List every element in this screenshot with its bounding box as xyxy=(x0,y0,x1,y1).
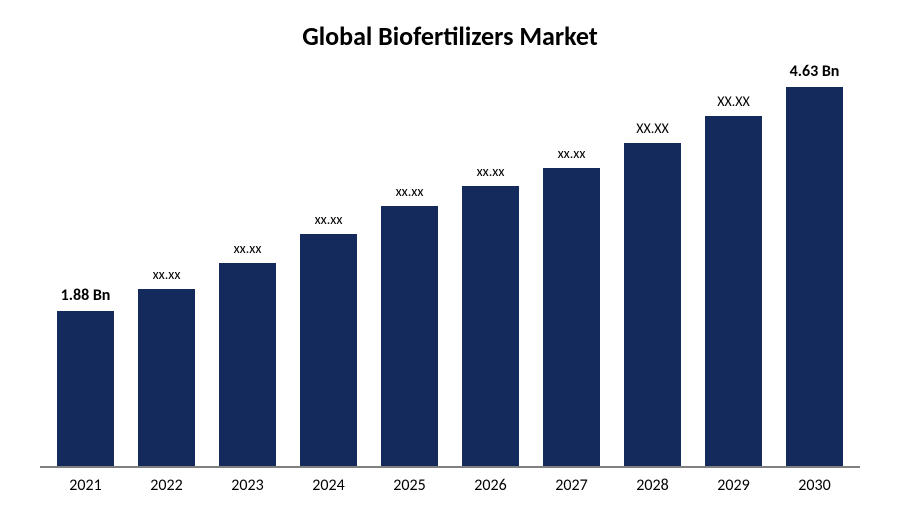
bar xyxy=(381,206,438,466)
x-axis-label: 2023 xyxy=(207,476,288,495)
bar xyxy=(786,87,843,466)
bar xyxy=(300,234,357,467)
chart-title: Global Biofertilizers Market xyxy=(40,20,860,52)
plot-area: 1.88 Bn xx.xx xx.xx xx.xx xx.xx xx.xx xx.xx XX.… xyxy=(40,62,860,468)
x-axis-label: 2022 xyxy=(126,476,207,495)
x-axis-label: 2027 xyxy=(531,476,612,495)
bar-value-label: xx.xx xyxy=(558,145,586,162)
bar-value-label: XX.XX xyxy=(717,93,750,110)
bar-group: XX.XX xyxy=(612,62,693,466)
bar-value-label: 4.63 Bn xyxy=(790,62,840,81)
x-axis: 2021202220232024202520262027202820292030 xyxy=(40,468,860,495)
bar-value-label: XX.XX xyxy=(636,120,669,137)
bar-group: XX.XX xyxy=(693,62,774,466)
x-axis-label: 2024 xyxy=(288,476,369,495)
bar xyxy=(138,289,195,466)
x-axis-label: 2026 xyxy=(450,476,531,495)
x-axis-label: 2025 xyxy=(369,476,450,495)
bar-value-label: xx.xx xyxy=(396,183,424,200)
x-axis-label: 2021 xyxy=(45,476,126,495)
bar-value-label: xx.xx xyxy=(477,163,505,180)
bar-value-label: xx.xx xyxy=(153,266,181,283)
bar-value-label: xx.xx xyxy=(315,211,343,228)
bar-group: xx.xx xyxy=(126,62,207,466)
bar xyxy=(705,116,762,466)
bar-group: xx.xx xyxy=(369,62,450,466)
bar-group: xx.xx xyxy=(207,62,288,466)
bar-group: 4.63 Bn xyxy=(774,62,855,466)
bar-group: xx.xx xyxy=(288,62,369,466)
bar-group: xx.xx xyxy=(450,62,531,466)
bar-group: xx.xx xyxy=(531,62,612,466)
bar-value-label: xx.xx xyxy=(234,240,262,257)
bar xyxy=(462,186,519,466)
bar-value-label: 1.88 Bn xyxy=(61,286,111,305)
bar xyxy=(624,143,681,466)
x-axis-label: 2029 xyxy=(693,476,774,495)
x-axis-label: 2030 xyxy=(774,476,855,495)
bar-group: 1.88 Bn xyxy=(45,62,126,466)
bar xyxy=(219,263,276,466)
chart-container: Global Biofertilizers Market 1.88 Bn xx.x… xyxy=(0,0,900,525)
bar xyxy=(543,168,600,466)
x-axis-label: 2028 xyxy=(612,476,693,495)
bar xyxy=(57,311,114,466)
